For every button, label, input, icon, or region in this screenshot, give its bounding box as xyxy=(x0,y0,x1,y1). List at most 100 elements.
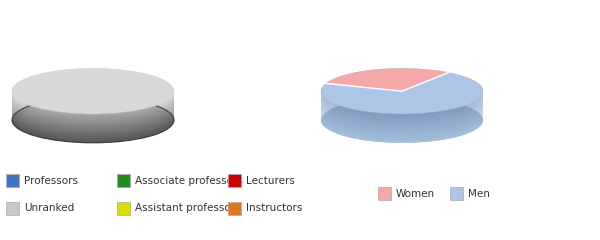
Polygon shape xyxy=(12,115,174,138)
Polygon shape xyxy=(321,91,483,115)
Polygon shape xyxy=(321,92,483,116)
Bar xyxy=(378,187,391,200)
Text: Instructors: Instructors xyxy=(246,203,302,213)
Polygon shape xyxy=(12,95,174,118)
Polygon shape xyxy=(321,92,483,117)
Polygon shape xyxy=(12,96,174,119)
Polygon shape xyxy=(12,99,174,122)
Polygon shape xyxy=(321,115,483,140)
Polygon shape xyxy=(12,101,174,125)
Polygon shape xyxy=(321,107,483,131)
Polygon shape xyxy=(321,110,483,134)
Polygon shape xyxy=(12,107,174,130)
Polygon shape xyxy=(321,97,483,122)
Bar xyxy=(6,202,19,215)
Polygon shape xyxy=(321,105,483,130)
Polygon shape xyxy=(12,117,174,140)
Text: Associate professors: Associate professors xyxy=(135,176,243,186)
Polygon shape xyxy=(321,115,483,139)
Polygon shape xyxy=(321,112,483,136)
Polygon shape xyxy=(12,110,174,134)
Ellipse shape xyxy=(321,97,483,143)
Polygon shape xyxy=(321,102,483,126)
Polygon shape xyxy=(12,94,174,117)
Polygon shape xyxy=(12,104,174,127)
Polygon shape xyxy=(321,116,483,141)
Polygon shape xyxy=(12,109,174,132)
Bar xyxy=(228,174,241,187)
Polygon shape xyxy=(12,94,174,117)
Polygon shape xyxy=(12,96,174,120)
Polygon shape xyxy=(321,113,483,137)
Polygon shape xyxy=(321,103,483,128)
Polygon shape xyxy=(12,114,174,138)
Polygon shape xyxy=(321,118,483,143)
Text: Lecturers: Lecturers xyxy=(246,176,295,186)
Polygon shape xyxy=(12,117,174,140)
Polygon shape xyxy=(321,117,483,141)
Polygon shape xyxy=(321,118,483,142)
Polygon shape xyxy=(12,110,174,133)
Polygon shape xyxy=(12,91,174,114)
Polygon shape xyxy=(12,93,174,116)
Bar xyxy=(117,202,130,215)
Polygon shape xyxy=(321,104,483,128)
Polygon shape xyxy=(12,116,174,139)
Bar xyxy=(228,202,241,215)
Polygon shape xyxy=(12,100,174,123)
Polygon shape xyxy=(321,72,483,114)
Polygon shape xyxy=(12,103,174,126)
Polygon shape xyxy=(12,102,174,126)
Polygon shape xyxy=(321,111,483,136)
Bar xyxy=(6,174,19,187)
Polygon shape xyxy=(12,111,174,135)
Polygon shape xyxy=(321,99,483,123)
Polygon shape xyxy=(12,113,174,136)
Polygon shape xyxy=(12,113,174,137)
Polygon shape xyxy=(12,118,174,141)
Polygon shape xyxy=(12,111,174,134)
Polygon shape xyxy=(12,95,174,118)
Polygon shape xyxy=(12,92,174,115)
Polygon shape xyxy=(12,109,174,133)
Polygon shape xyxy=(12,99,174,123)
Polygon shape xyxy=(12,114,174,137)
Polygon shape xyxy=(326,68,448,91)
Polygon shape xyxy=(12,105,174,128)
Polygon shape xyxy=(12,97,174,121)
Polygon shape xyxy=(321,90,483,115)
Polygon shape xyxy=(321,100,483,124)
Text: Professors: Professors xyxy=(24,176,78,186)
Polygon shape xyxy=(321,100,483,125)
Text: Unranked: Unranked xyxy=(24,203,74,213)
Polygon shape xyxy=(321,102,483,127)
Text: Women: Women xyxy=(396,189,435,199)
Polygon shape xyxy=(12,98,174,122)
Polygon shape xyxy=(321,101,483,126)
Polygon shape xyxy=(12,102,174,125)
Ellipse shape xyxy=(12,97,174,143)
Polygon shape xyxy=(12,112,174,135)
Polygon shape xyxy=(12,97,174,120)
Polygon shape xyxy=(12,92,174,115)
Polygon shape xyxy=(321,105,483,129)
Polygon shape xyxy=(12,96,174,119)
Polygon shape xyxy=(12,119,174,142)
Polygon shape xyxy=(321,114,483,138)
Polygon shape xyxy=(321,108,483,133)
Text: Men: Men xyxy=(468,189,490,199)
Polygon shape xyxy=(12,106,174,129)
Polygon shape xyxy=(12,118,174,141)
Polygon shape xyxy=(321,109,483,133)
Polygon shape xyxy=(321,98,483,123)
Polygon shape xyxy=(12,120,174,143)
Polygon shape xyxy=(12,119,174,142)
Polygon shape xyxy=(12,106,174,129)
Polygon shape xyxy=(321,94,483,118)
Ellipse shape xyxy=(12,68,174,114)
Polygon shape xyxy=(12,108,174,131)
Polygon shape xyxy=(12,100,174,124)
Polygon shape xyxy=(321,93,483,118)
Polygon shape xyxy=(12,101,174,124)
Bar xyxy=(450,187,463,200)
